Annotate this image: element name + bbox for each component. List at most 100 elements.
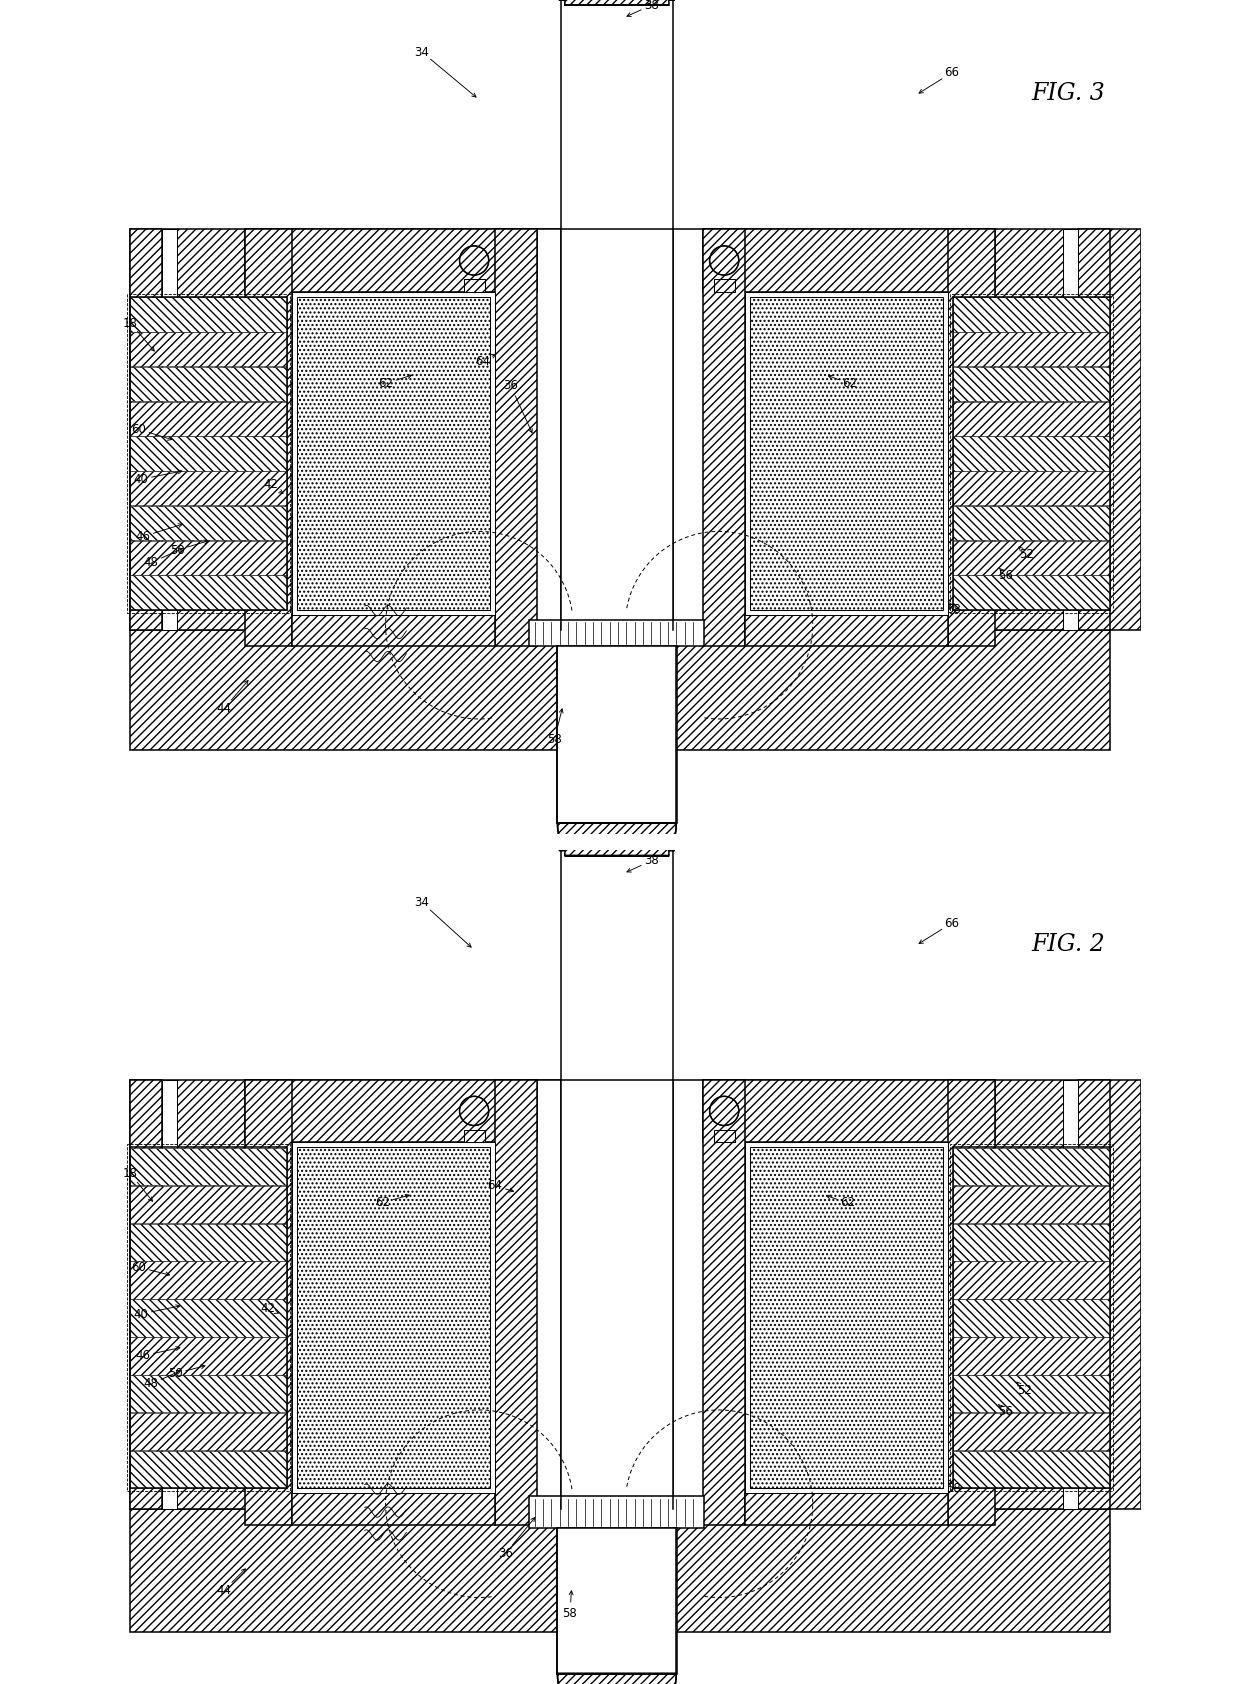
Bar	[130, 505, 286, 541]
Text: 38: 38	[644, 854, 658, 867]
Text: 58: 58	[946, 603, 961, 616]
Bar	[291, 615, 495, 647]
Bar	[1079, 229, 1110, 630]
Text: 56: 56	[998, 569, 1013, 581]
Bar	[130, 1186, 286, 1223]
Bar	[298, 1147, 490, 1489]
Bar	[954, 576, 1110, 610]
Text: 46: 46	[135, 1349, 150, 1362]
Bar	[954, 472, 1110, 505]
Text: 58: 58	[563, 1607, 578, 1620]
Polygon shape	[559, 793, 675, 850]
Text: 58: 58	[946, 1482, 961, 1495]
Bar	[673, 229, 704, 630]
Text: 48: 48	[144, 556, 159, 569]
Bar	[128, 293, 290, 613]
Bar	[130, 1148, 286, 1186]
Text: 44: 44	[217, 1583, 232, 1596]
Bar	[130, 1337, 286, 1374]
Text: 36: 36	[503, 379, 518, 392]
Polygon shape	[559, 793, 675, 850]
Bar	[130, 630, 1110, 751]
Bar	[244, 229, 537, 291]
Bar	[291, 291, 495, 615]
Text: 62: 62	[839, 1196, 854, 1209]
Bar	[703, 1079, 996, 1142]
Text: 44: 44	[217, 702, 232, 716]
Bar	[130, 1261, 286, 1298]
Bar	[954, 1452, 1110, 1489]
Circle shape	[709, 1096, 739, 1125]
Circle shape	[460, 246, 489, 274]
Bar	[130, 1224, 286, 1261]
Bar	[745, 1494, 949, 1524]
Bar	[130, 367, 286, 401]
Bar	[714, 1130, 734, 1142]
Bar	[954, 1337, 1110, 1374]
Text: 46: 46	[135, 530, 150, 544]
Bar	[464, 280, 485, 291]
Text: 50: 50	[167, 1367, 182, 1379]
Bar	[291, 1142, 495, 1494]
Text: 64: 64	[475, 355, 490, 369]
Text: 62: 62	[842, 377, 857, 391]
Text: 40: 40	[133, 473, 148, 485]
Text: 58: 58	[547, 733, 562, 746]
Text: 56: 56	[998, 1404, 1013, 1418]
Bar	[464, 1130, 485, 1142]
Text: 66: 66	[944, 66, 959, 79]
Bar	[949, 1079, 996, 1524]
Text: 18: 18	[123, 1167, 138, 1180]
Bar	[954, 402, 1110, 436]
Bar	[560, 1074, 673, 1514]
Text: 42: 42	[263, 478, 279, 492]
Text: FIG. 2: FIG. 2	[1032, 933, 1105, 957]
Text: 60: 60	[131, 423, 146, 436]
Bar	[1063, 1079, 1079, 1509]
Bar	[130, 298, 286, 332]
Bar	[130, 1079, 161, 1509]
Bar	[745, 291, 949, 615]
Text: 40: 40	[133, 1307, 148, 1320]
Bar	[704, 1079, 1141, 1509]
Bar	[130, 541, 286, 574]
Bar	[130, 229, 161, 630]
Bar	[495, 1079, 537, 1524]
Bar	[130, 402, 286, 436]
Bar	[130, 1413, 286, 1450]
Bar	[954, 505, 1110, 541]
Bar	[130, 472, 286, 505]
Bar	[130, 1147, 286, 1489]
Bar	[130, 1079, 560, 1509]
Bar	[703, 229, 745, 647]
Bar	[291, 1494, 495, 1524]
Bar	[298, 296, 490, 610]
Polygon shape	[558, 1674, 676, 1684]
Text: FIG. 3: FIG. 3	[1032, 83, 1105, 106]
Text: 18: 18	[123, 317, 138, 330]
Polygon shape	[558, 823, 676, 882]
Bar	[529, 1497, 704, 1527]
Bar	[950, 293, 1112, 613]
Bar	[673, 1079, 704, 1509]
Text: 64: 64	[487, 1179, 502, 1192]
Bar	[954, 296, 1110, 610]
Bar	[750, 1147, 942, 1489]
Bar	[954, 1300, 1110, 1337]
Bar	[954, 1148, 1110, 1186]
Bar	[954, 1186, 1110, 1223]
Bar	[529, 1079, 560, 1509]
Bar	[954, 1261, 1110, 1298]
Text: 38: 38	[644, 0, 658, 12]
Text: 42: 42	[260, 1302, 275, 1315]
Bar	[529, 229, 560, 630]
Bar	[560, 224, 673, 635]
Text: 48: 48	[144, 1378, 159, 1391]
Bar	[954, 332, 1110, 367]
Bar	[703, 229, 996, 291]
Bar	[954, 1376, 1110, 1413]
Text: 62: 62	[378, 377, 393, 391]
Text: 50: 50	[170, 544, 185, 557]
Bar	[1079, 1079, 1110, 1509]
Bar	[954, 541, 1110, 574]
